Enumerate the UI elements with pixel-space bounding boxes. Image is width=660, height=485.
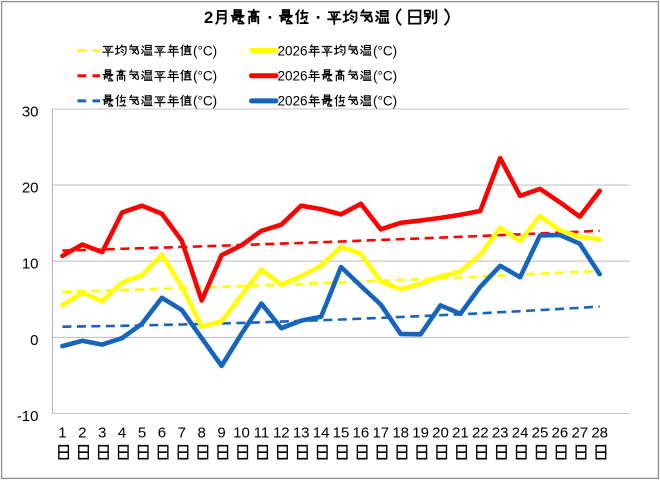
svg-text:(°C): (°C) bbox=[373, 43, 397, 58]
svg-text:24: 24 bbox=[512, 425, 529, 442]
svg-text:2026: 2026 bbox=[278, 69, 308, 84]
svg-text:6: 6 bbox=[158, 425, 166, 442]
svg-text:15: 15 bbox=[333, 425, 350, 442]
svg-text:1: 1 bbox=[58, 425, 66, 442]
svg-text:14: 14 bbox=[313, 425, 330, 442]
svg-text:20: 20 bbox=[22, 180, 39, 197]
svg-text:3: 3 bbox=[98, 425, 106, 442]
svg-text:16: 16 bbox=[353, 425, 370, 442]
svg-text:25: 25 bbox=[532, 425, 549, 442]
svg-text:12: 12 bbox=[273, 425, 290, 442]
svg-text:10: 10 bbox=[22, 256, 39, 273]
svg-text:30: 30 bbox=[22, 104, 39, 121]
svg-text:8: 8 bbox=[198, 425, 206, 442]
svg-text:18: 18 bbox=[392, 425, 409, 442]
svg-text:5: 5 bbox=[138, 425, 146, 442]
svg-text:(°C): (°C) bbox=[193, 69, 217, 84]
svg-text:9: 9 bbox=[217, 425, 225, 442]
svg-text:0: 0 bbox=[30, 332, 38, 349]
svg-text:23: 23 bbox=[492, 425, 509, 442]
svg-text:11: 11 bbox=[254, 425, 270, 442]
svg-text:27: 27 bbox=[571, 425, 588, 442]
svg-text:7: 7 bbox=[178, 425, 186, 442]
svg-text:10: 10 bbox=[233, 425, 250, 442]
svg-text:22: 22 bbox=[472, 425, 489, 442]
svg-text:2: 2 bbox=[78, 425, 86, 442]
svg-text:-10: -10 bbox=[17, 408, 39, 425]
svg-text:(°C): (°C) bbox=[193, 94, 217, 109]
svg-text:2: 2 bbox=[204, 9, 213, 27]
svg-text:21: 21 bbox=[452, 425, 469, 442]
svg-text:17: 17 bbox=[372, 425, 389, 442]
svg-text:19: 19 bbox=[412, 425, 429, 442]
svg-text:4: 4 bbox=[118, 425, 126, 442]
svg-text:26: 26 bbox=[552, 425, 569, 442]
svg-text:28: 28 bbox=[591, 425, 608, 442]
svg-text:2026: 2026 bbox=[278, 43, 308, 58]
svg-text:(°C): (°C) bbox=[193, 43, 217, 58]
svg-text:(°C): (°C) bbox=[373, 94, 397, 109]
svg-text:20: 20 bbox=[432, 425, 449, 442]
svg-text:2026: 2026 bbox=[278, 94, 308, 109]
svg-text:(°C): (°C) bbox=[373, 69, 397, 84]
svg-text:13: 13 bbox=[293, 425, 310, 442]
